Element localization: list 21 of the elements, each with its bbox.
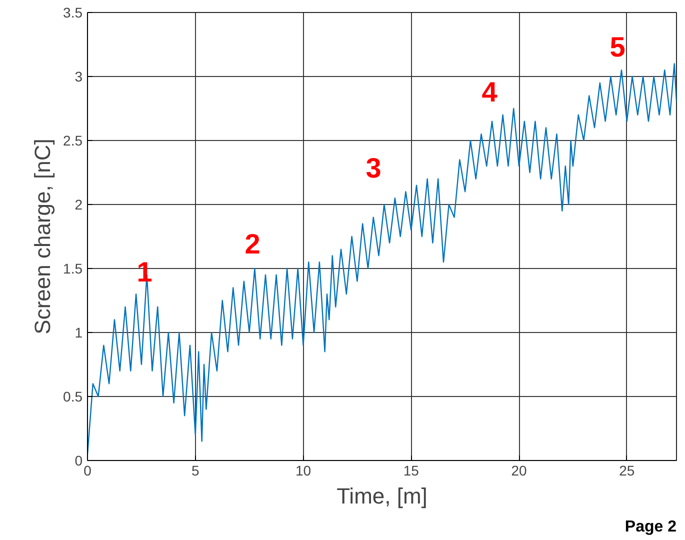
annotation: 4 bbox=[482, 76, 498, 108]
y-tick-label: 3 bbox=[74, 68, 83, 84]
y-tick-label: 3.5 bbox=[63, 4, 83, 20]
y-tick-label: 2 bbox=[74, 196, 83, 212]
annotation: 2 bbox=[244, 228, 260, 260]
x-tick-label: 25 bbox=[619, 462, 635, 478]
line-series bbox=[88, 63, 676, 455]
y-tick-label: 2.5 bbox=[63, 132, 83, 148]
x-tick-label: 10 bbox=[295, 462, 312, 478]
annotation: 3 bbox=[366, 152, 382, 184]
y-tick-label: 0 bbox=[74, 452, 83, 468]
text: Page 2 bbox=[624, 518, 677, 536]
x-tick-label: 5 bbox=[191, 462, 200, 478]
x-tick-label: 20 bbox=[511, 462, 527, 478]
y-tick-label: 1 bbox=[74, 324, 83, 340]
x-axis-title: Time, [m] bbox=[336, 484, 428, 508]
y-axis-title: Screen charge, [nC] bbox=[30, 138, 56, 334]
annotation: 5 bbox=[610, 32, 626, 62]
x-tick-label: 15 bbox=[403, 462, 420, 478]
y-tick-label: 1.5 bbox=[63, 260, 83, 276]
y-tick-label: 0.5 bbox=[63, 388, 83, 404]
